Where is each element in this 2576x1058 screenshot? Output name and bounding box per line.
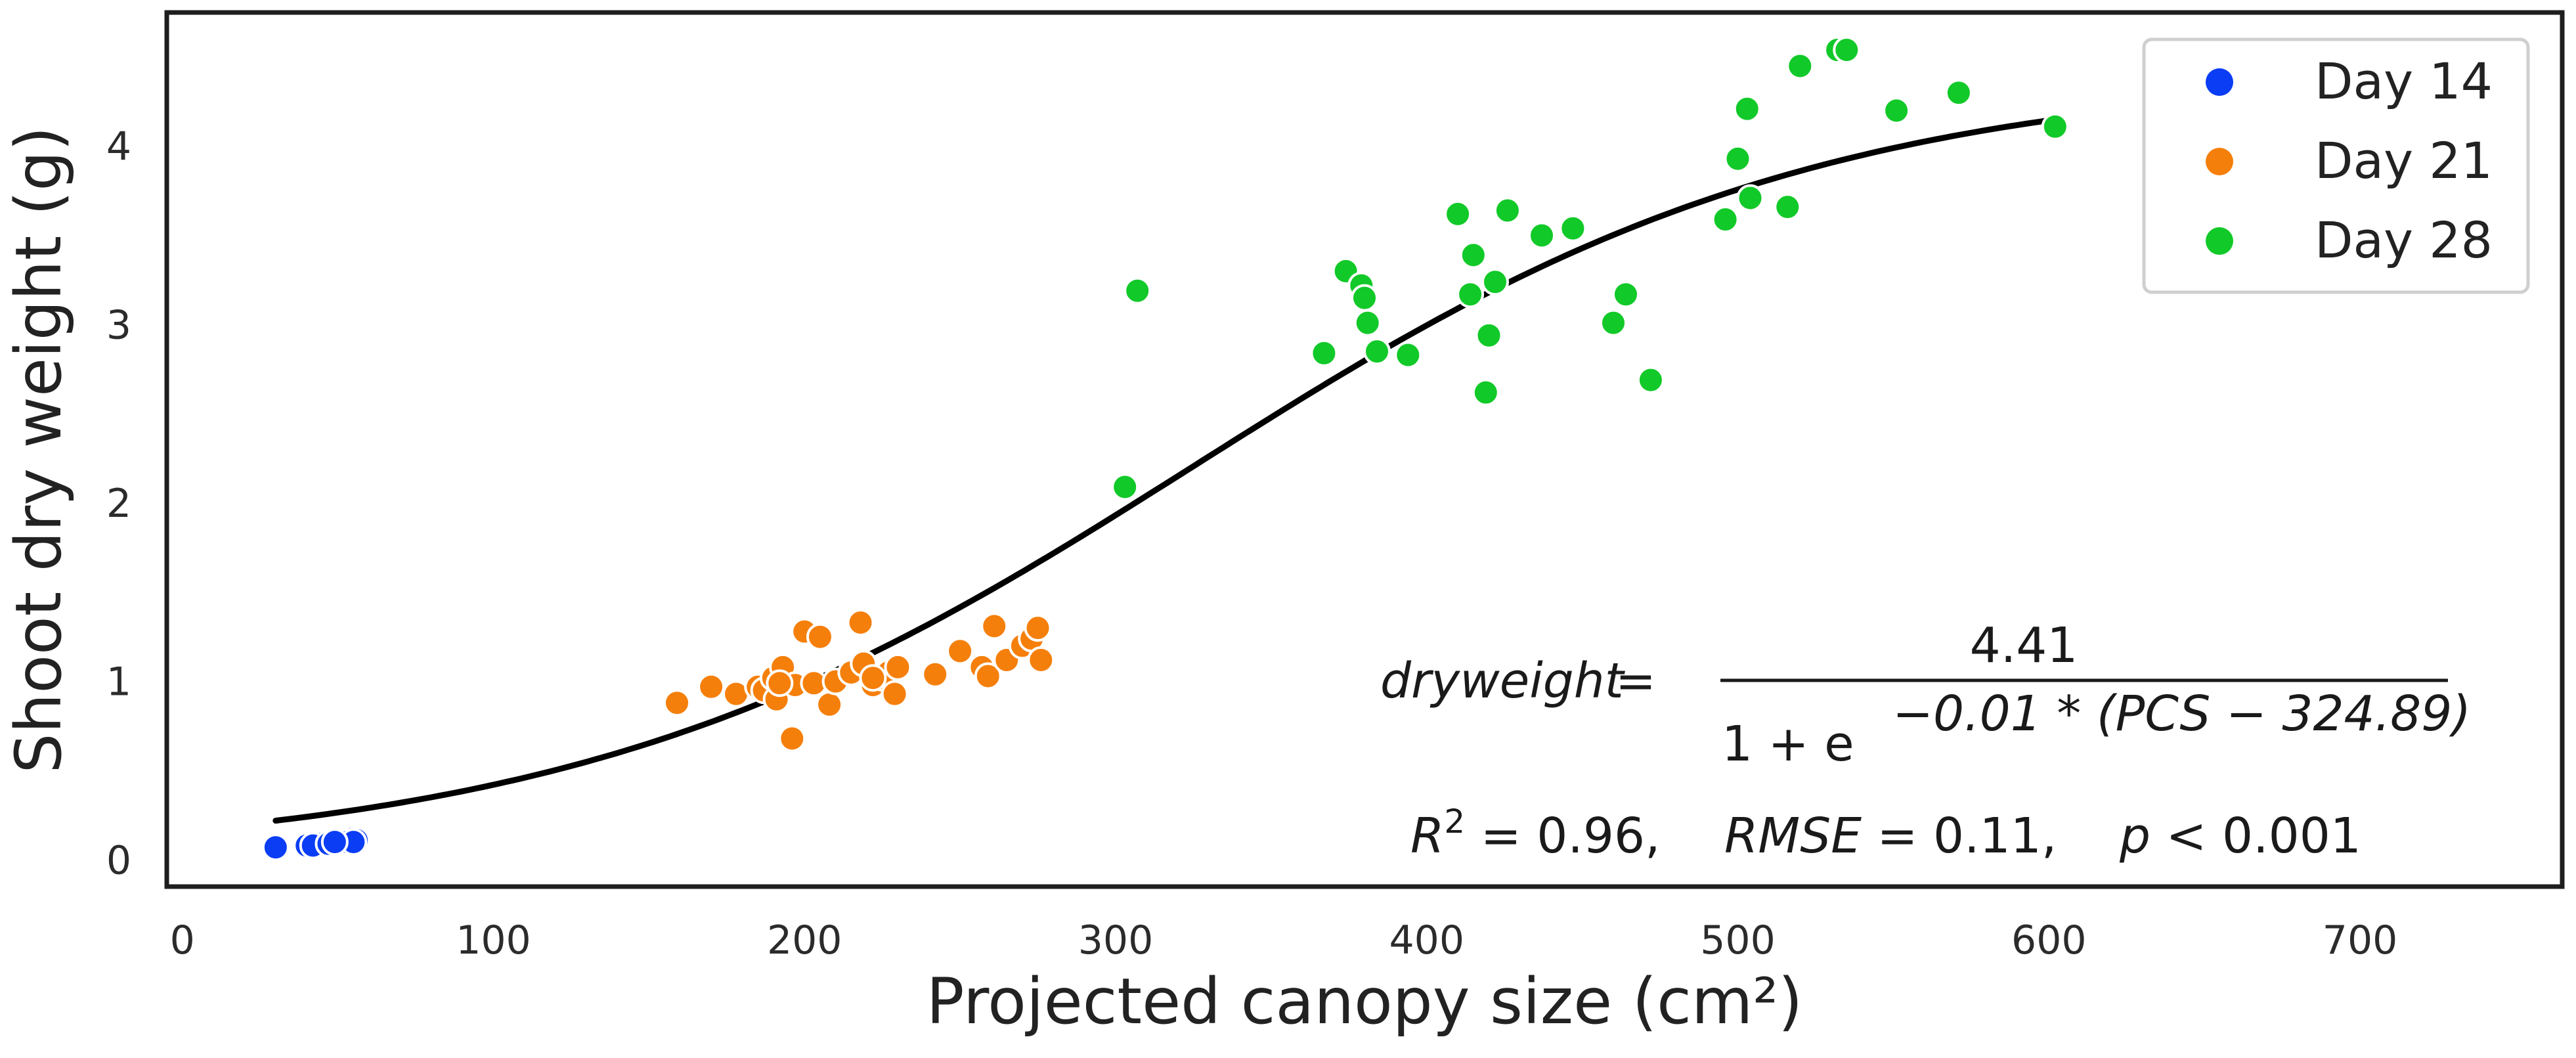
point-day-21	[663, 689, 691, 717]
point-day-28	[1833, 36, 1861, 64]
point-day-28	[2041, 112, 2069, 141]
x-tick-label: 200	[767, 917, 842, 963]
point-day-14	[261, 833, 290, 862]
y-axis-label: Shoot dry weight (g)	[2, 126, 76, 773]
point-day-28	[1774, 193, 1802, 221]
point-day-28	[1636, 366, 1665, 394]
y-tick-label: 2	[106, 481, 131, 527]
stat-rmse: RMSE = 0.11,	[1724, 808, 2057, 864]
point-day-28	[1459, 241, 1487, 269]
stat-p-value: p < 0.001	[2119, 808, 2361, 864]
point-day-28	[1528, 221, 1556, 250]
point-day-21	[766, 669, 794, 697]
fit-curve-layer	[273, 116, 2059, 824]
data-points-layer	[261, 36, 2069, 862]
equation-equals: =	[1615, 653, 1656, 709]
point-day-28	[1711, 206, 1739, 234]
point-day-21	[778, 724, 806, 753]
point-day-21	[980, 612, 1009, 640]
x-tick-label: 100	[456, 917, 531, 963]
equation-exponent: −0.01 * (PCS − 324.89)	[1892, 686, 2471, 742]
point-day-21	[884, 653, 912, 681]
point-day-21	[1024, 614, 1052, 642]
point-day-28	[1736, 184, 1764, 212]
point-day-28	[1733, 95, 1761, 123]
point-day-28	[1444, 200, 1472, 228]
fit-curve	[273, 116, 2059, 824]
legend-entry-day-14: Day 14	[2206, 52, 2493, 110]
point-day-28	[1456, 280, 1485, 309]
point-day-21	[697, 672, 726, 701]
equation-denominator-base: 1 + e	[1722, 716, 1854, 772]
point-day-28	[1600, 309, 1627, 337]
point-day-28	[1472, 378, 1500, 407]
point-day-28	[1394, 341, 1422, 369]
x-tick-label: 600	[2011, 917, 2087, 963]
legend-marker-day-28	[2206, 227, 2233, 255]
point-day-28	[1883, 97, 1911, 125]
point-day-21	[881, 680, 909, 708]
legend-label-day-28: Day 28	[2315, 211, 2493, 269]
x-tick-label: 500	[1700, 917, 1776, 963]
legend-entry-day-28: Day 28	[2206, 211, 2493, 269]
legend-marker-day-14	[2206, 68, 2233, 96]
point-day-21	[846, 609, 875, 636]
axis-ticks: 0 100 200 300 400 500 600 700 0 1 2 3 4	[106, 124, 2398, 963]
point-day-21	[946, 637, 974, 665]
point-day-28	[1475, 321, 1503, 349]
equation-lhs: dryweight	[1380, 653, 1626, 709]
legend-box	[2142, 37, 2530, 294]
x-axis-label: Projected canopy size (cm²)	[927, 965, 1803, 1038]
point-day-28	[1493, 196, 1521, 225]
point-day-21	[974, 662, 1002, 690]
legend-marker-day-21	[2206, 148, 2233, 175]
point-day-14	[320, 828, 349, 856]
legend-entry-day-21: Day 21	[2206, 131, 2493, 190]
stat-r-squared: R2 = 0.96,	[1410, 803, 1661, 864]
legend-label-day-14: Day 14	[2315, 52, 2493, 110]
point-day-21	[806, 623, 834, 651]
point-day-28	[1481, 268, 1509, 296]
fit-equation: dryweight = 4.41 1 + e −0.01 * (PCS − 32…	[1380, 617, 2471, 772]
legend-label-day-21: Day 21	[2315, 131, 2493, 190]
point-day-21	[921, 660, 950, 688]
point-day-21	[1027, 646, 1055, 674]
point-day-28	[1724, 144, 1752, 173]
x-tick-label: 700	[2323, 917, 2398, 963]
point-day-28	[1310, 339, 1338, 367]
plot-frame	[164, 10, 2565, 889]
fit-statistics: R2 = 0.96, RMSE = 0.11, p < 0.001	[1410, 803, 2361, 864]
y-tick-label: 1	[106, 659, 131, 705]
point-day-28	[1363, 338, 1391, 366]
point-day-28	[1353, 309, 1382, 337]
point-day-28	[1786, 52, 1814, 80]
point-day-28	[1944, 79, 1973, 107]
point-day-21	[859, 664, 887, 692]
x-tick-label: 400	[1389, 917, 1464, 963]
point-day-28	[1559, 214, 1587, 242]
point-day-28	[1111, 473, 1139, 501]
y-tick-label: 0	[106, 837, 131, 883]
point-day-28	[1351, 284, 1378, 312]
x-tick-label: 0	[170, 917, 195, 963]
point-day-21	[816, 690, 844, 718]
point-day-28	[1124, 276, 1152, 305]
point-day-28	[1612, 280, 1640, 309]
legend: Day 14 Day 21 Day 28	[2142, 37, 2530, 294]
y-tick-label: 4	[106, 124, 131, 170]
y-tick-label: 3	[106, 302, 131, 348]
equation-numerator: 4.41	[1970, 617, 2078, 674]
x-tick-label: 300	[1078, 917, 1154, 963]
